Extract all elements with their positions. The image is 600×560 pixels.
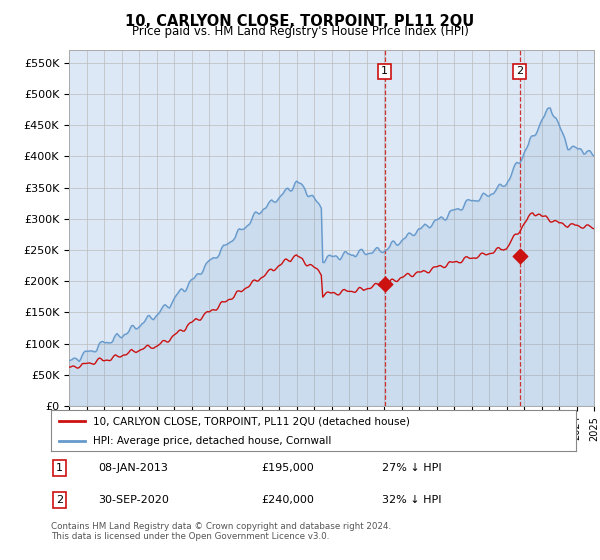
Text: Price paid vs. HM Land Registry's House Price Index (HPI): Price paid vs. HM Land Registry's House … [131,25,469,38]
Text: 32% ↓ HPI: 32% ↓ HPI [382,495,441,505]
Text: 1: 1 [56,463,63,473]
Text: 1: 1 [381,67,388,76]
Point [515,252,524,261]
Text: 10, CARLYON CLOSE, TORPOINT, PL11 2QU: 10, CARLYON CLOSE, TORPOINT, PL11 2QU [125,14,475,29]
Text: 10, CARLYON CLOSE, TORPOINT, PL11 2QU (detached house): 10, CARLYON CLOSE, TORPOINT, PL11 2QU (d… [93,417,410,426]
Text: 2: 2 [56,495,64,505]
Text: 08-JAN-2013: 08-JAN-2013 [98,463,168,473]
Text: £240,000: £240,000 [261,495,314,505]
Text: HPI: Average price, detached house, Cornwall: HPI: Average price, detached house, Corn… [93,436,331,446]
Text: Contains HM Land Registry data © Crown copyright and database right 2024.
This d: Contains HM Land Registry data © Crown c… [51,522,391,542]
Text: 30-SEP-2020: 30-SEP-2020 [98,495,169,505]
Text: 27% ↓ HPI: 27% ↓ HPI [382,463,442,473]
Text: 2: 2 [516,67,523,76]
Point [380,280,389,289]
Text: £195,000: £195,000 [261,463,314,473]
